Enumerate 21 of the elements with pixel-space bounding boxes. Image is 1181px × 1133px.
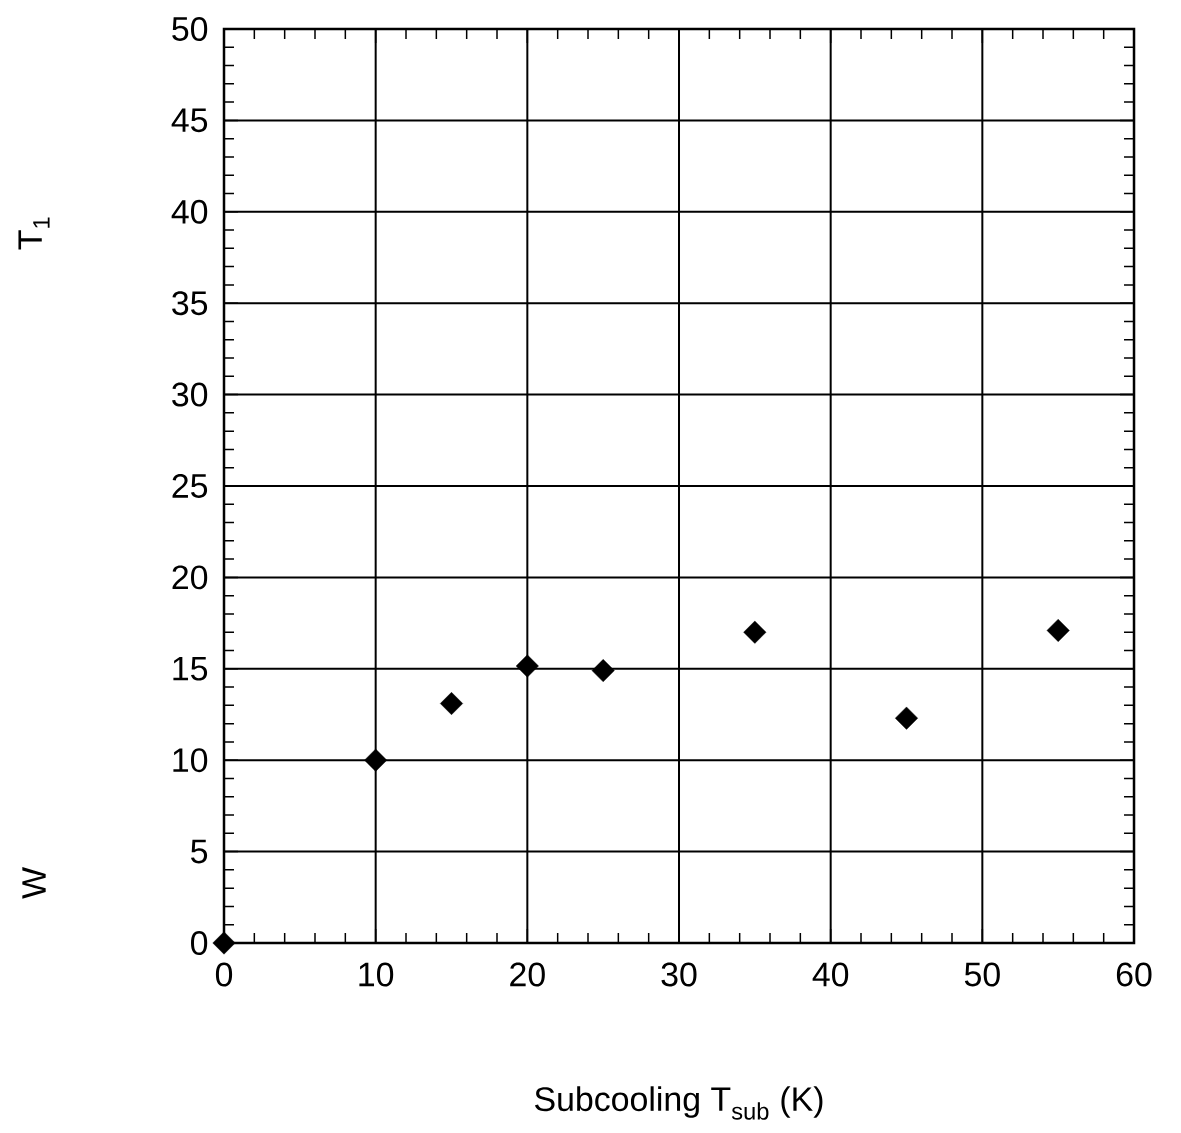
text: W (22, 867, 46, 899)
y-tick-label: 45 (171, 108, 208, 133)
x-tick-label: 30 (661, 962, 697, 987)
x-tick-label: 60 (1116, 962, 1152, 987)
y-tick-label: 35 (172, 291, 208, 316)
y-tick-label: 25 (172, 473, 208, 498)
x-tick-label: 40 (812, 962, 849, 987)
x-tick-label: 0 (215, 962, 233, 987)
x-tick-label: 20 (510, 962, 545, 987)
y-axis-title: T$_{1}$ (18, 217, 50, 250)
y-tick-label: 5 (191, 839, 208, 864)
y-tick-label: 0 (191, 930, 208, 955)
y-tick-label: 40 (171, 199, 208, 224)
y-tick-label: 15 (173, 656, 208, 681)
x-axis-title: Subcooling T$_{sub}$ (K) (535, 1086, 823, 1120)
y-tick-label: 30 (172, 382, 208, 407)
y-tick-label: 10 (173, 748, 208, 773)
x-tick-label: 50 (964, 962, 1000, 987)
y-tick-label: 50 (172, 16, 208, 41)
y-tick-label: 20 (172, 565, 208, 590)
x-tick-label: 10 (359, 962, 394, 987)
